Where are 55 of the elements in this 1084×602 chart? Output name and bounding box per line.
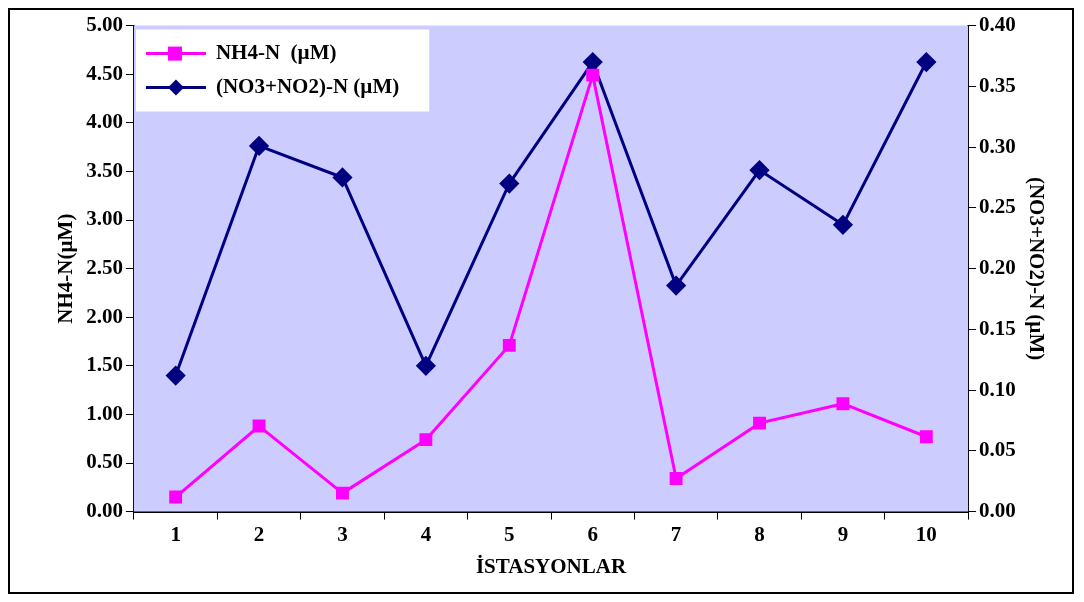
y-tick-label: 4.00 xyxy=(86,109,123,134)
y-tick-label: 3.00 xyxy=(86,206,123,231)
y2-tick-label: 0.35 xyxy=(979,72,1016,97)
y2-axis-title: (NO3+NO2)-N (µM) xyxy=(1024,176,1049,361)
point xyxy=(833,215,853,235)
point xyxy=(332,167,352,187)
point xyxy=(753,416,766,430)
point xyxy=(169,490,183,504)
y2-tick-label: 0.30 xyxy=(979,133,1016,158)
x-tick-label: 2 xyxy=(253,521,265,546)
point xyxy=(583,52,603,72)
y-tick-label: 5.00 xyxy=(86,12,123,37)
x-tick-label: 4 xyxy=(420,521,432,546)
point xyxy=(669,472,683,485)
x-tick-label: 9 xyxy=(837,521,849,546)
point xyxy=(249,136,269,156)
y2-tick-label: 0.10 xyxy=(979,376,1016,401)
x-tick-label: 8 xyxy=(754,521,765,546)
y-tick-label: 3.50 xyxy=(86,157,123,182)
y-tick-label: 1.00 xyxy=(86,400,123,425)
x-tick-label: 6 xyxy=(587,521,598,546)
point xyxy=(336,486,349,500)
y2-tick-label: 0.15 xyxy=(979,315,1016,340)
y2-tick-label: 0.00 xyxy=(979,498,1016,523)
y-tick-label: 2.50 xyxy=(86,255,123,280)
y-tick-label: 0.50 xyxy=(86,449,123,474)
point xyxy=(416,356,436,376)
legend-label: (NO3+NO2)-N (µM) xyxy=(215,74,400,99)
point xyxy=(750,160,770,180)
y-tick-label: 2.00 xyxy=(86,303,123,328)
point xyxy=(666,276,686,296)
x-tick-label: 7 xyxy=(670,521,682,546)
point xyxy=(419,433,433,447)
y-tick-label: 1.50 xyxy=(86,352,123,377)
point xyxy=(836,397,850,411)
x-tick-label: 10 xyxy=(915,521,937,546)
legend-label: NH4-N (µM) xyxy=(215,40,337,65)
y2-tick-label: 0.20 xyxy=(979,255,1016,280)
point xyxy=(919,430,933,444)
x-tick-label: 1 xyxy=(170,521,181,546)
x-tick-label: 5 xyxy=(504,521,515,546)
y-axis-title: NH4-N(µM) xyxy=(53,213,78,324)
y2-tick-label: 0.40 xyxy=(979,12,1016,37)
x-tick-label: 3 xyxy=(337,521,348,546)
y2-tick-label: 0.05 xyxy=(979,437,1016,462)
point xyxy=(166,366,186,386)
point xyxy=(252,419,266,433)
point xyxy=(499,174,519,194)
point xyxy=(916,52,936,72)
point xyxy=(586,68,600,82)
y-tick-label: 4.50 xyxy=(86,60,123,85)
point xyxy=(502,338,516,352)
y-tick-label: 0.00 xyxy=(86,498,123,523)
x-axis-title: İSTASYONLAR xyxy=(475,553,627,578)
y2-tick-label: 0.25 xyxy=(979,194,1016,219)
